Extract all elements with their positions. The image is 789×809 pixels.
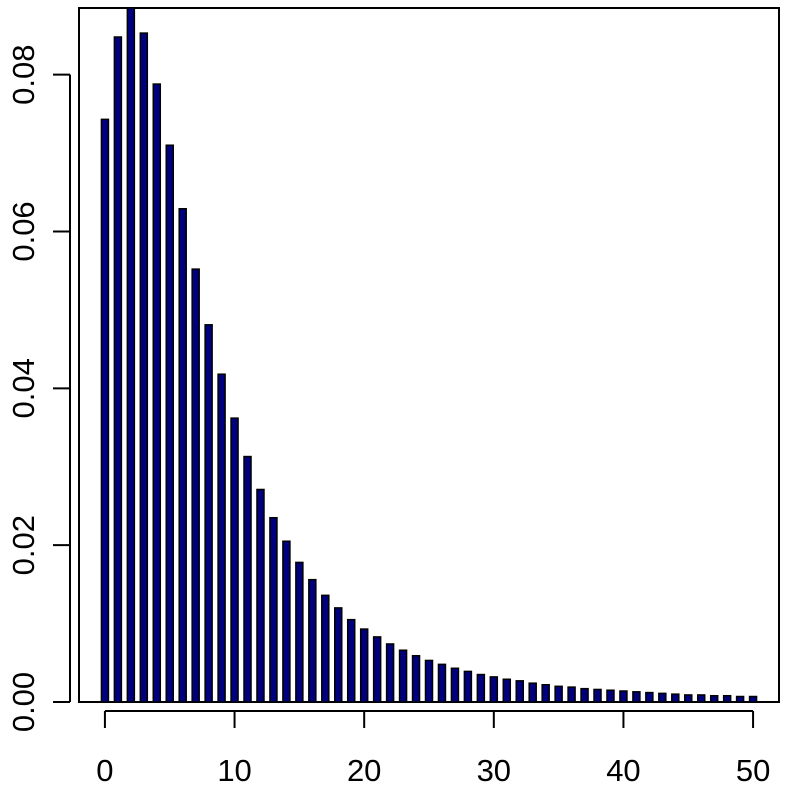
bar-28 [463,670,473,703]
bar-49 [735,695,745,703]
bar-7 [191,268,200,703]
bar-33 [528,682,537,703]
bar-0 [100,118,110,703]
bar-15 [295,561,304,703]
x-tick-label-0: 0 [96,753,113,788]
bar-34 [541,684,550,703]
bar-20 [359,628,369,703]
bar-21 [372,636,382,703]
bar-35 [554,685,563,703]
bar-30 [489,676,499,703]
bar-11 [243,455,252,703]
bar-36 [567,686,576,703]
bar-12 [256,488,265,703]
bar-6 [178,208,187,703]
y-tick-label-0: 0.00 [6,672,41,732]
bar-17 [321,594,330,703]
bar-42 [645,691,654,703]
y-axis: 0.00 0.02 0.04 0.06 0.08 [6,44,71,732]
y-tick-label-2: 0.04 [6,358,41,418]
bar-18 [334,607,343,703]
bar-8 [204,324,213,703]
bars-group [100,7,758,703]
bar-47 [709,694,719,703]
bar-22 [385,643,395,703]
bar-14 [282,540,291,703]
bar-31 [502,678,512,703]
bar-45 [684,694,693,703]
bar-10 [230,417,239,703]
bar-1 [113,36,123,703]
bar-23 [398,649,408,703]
bar-3 [139,32,149,703]
bar-16 [308,578,317,703]
bar-43 [658,692,667,703]
bar-4 [152,83,162,703]
bar-50 [748,695,758,703]
bar-2 [126,7,136,703]
bar-38 [593,688,602,703]
bar-32 [515,680,524,703]
bar-26 [437,663,447,703]
x-tick-label-50: 50 [736,753,770,788]
bar-41 [632,691,641,703]
y-tick-label-4: 0.08 [6,44,41,104]
bar-40 [619,690,628,703]
bar-44 [671,693,680,703]
y-tick-label-3: 0.06 [6,201,41,261]
bar-48 [722,694,732,703]
bar-13 [269,516,278,703]
bar-27 [450,667,460,703]
bar-5 [165,144,174,703]
bar-37 [580,687,589,703]
bar-39 [606,689,615,703]
bar-25 [424,659,434,703]
y-tick-label-1: 0.02 [6,515,41,575]
x-axis: 0 10 20 30 40 50 [96,710,770,788]
bar-29 [476,673,486,703]
bar-19 [346,618,356,703]
bar-9 [217,373,226,703]
bar-24 [411,654,421,703]
x-tick-label-40: 40 [606,753,640,788]
x-tick-label-10: 10 [217,753,251,788]
bar-46 [696,694,706,703]
x-tick-label-30: 30 [477,753,511,788]
x-tick-label-20: 20 [347,753,381,788]
